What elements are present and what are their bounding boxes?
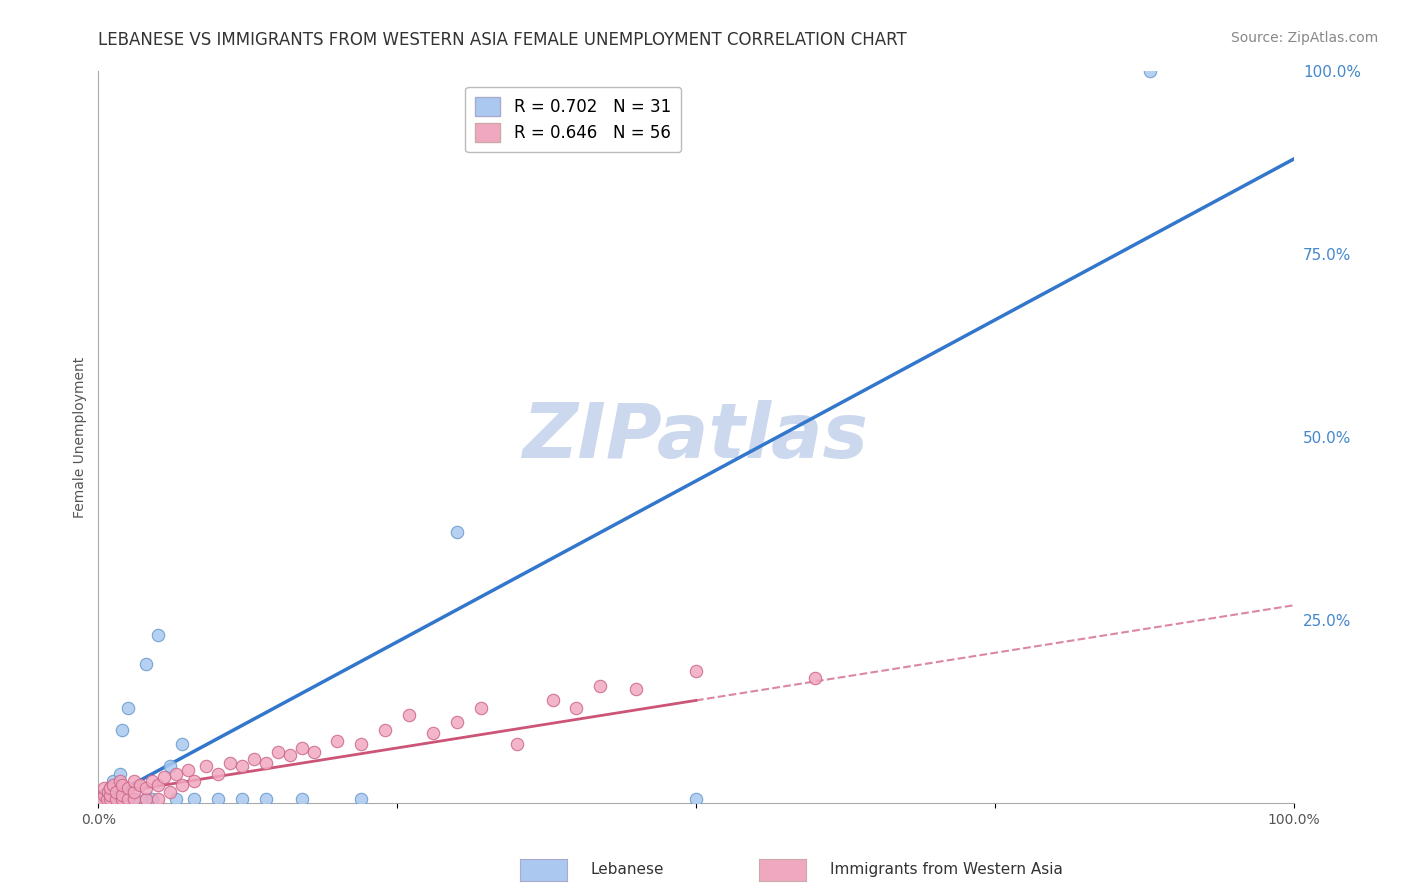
Point — [105, 785, 128, 799]
Point — [254, 756, 277, 770]
Point — [626, 682, 648, 697]
Point — [183, 792, 205, 806]
Point — [141, 792, 163, 806]
Point — [172, 777, 194, 792]
Point — [117, 792, 139, 806]
Point — [97, 789, 120, 803]
Point — [207, 766, 229, 780]
Point — [194, 759, 218, 773]
Point — [446, 715, 468, 730]
Point — [108, 773, 131, 788]
Point — [291, 740, 314, 755]
Point — [98, 781, 122, 796]
Point — [124, 792, 146, 806]
Point — [398, 708, 420, 723]
Point — [350, 792, 373, 806]
Point — [165, 766, 187, 780]
Point — [1139, 64, 1161, 78]
Point — [129, 777, 152, 792]
Point — [97, 785, 120, 799]
Point — [148, 627, 170, 641]
Point — [93, 781, 115, 796]
Y-axis label: Female Unemployment: Female Unemployment — [73, 357, 87, 517]
Point — [219, 756, 242, 770]
Point — [159, 785, 181, 799]
Point — [326, 733, 349, 747]
Point — [135, 792, 157, 806]
Point — [165, 792, 187, 806]
Point — [804, 672, 827, 686]
Point — [302, 745, 325, 759]
Point — [98, 792, 122, 806]
Point — [243, 752, 266, 766]
Text: Immigrants from Western Asia: Immigrants from Western Asia — [830, 863, 1063, 877]
Point — [470, 700, 492, 714]
Point — [141, 773, 163, 788]
Point — [291, 792, 314, 806]
Point — [124, 785, 146, 799]
Point — [111, 792, 134, 806]
Point — [422, 726, 444, 740]
Point — [153, 770, 176, 784]
Point — [135, 657, 157, 671]
Point — [124, 773, 146, 788]
Point — [506, 737, 529, 751]
Point — [93, 789, 115, 803]
Text: Source: ZipAtlas.com: Source: ZipAtlas.com — [1230, 31, 1378, 45]
Point — [111, 792, 134, 806]
Point — [105, 792, 128, 806]
Legend: R = 0.702   N = 31, R = 0.646   N = 56: R = 0.702 N = 31, R = 0.646 N = 56 — [465, 87, 681, 153]
Point — [105, 789, 128, 803]
Point — [231, 792, 253, 806]
Point — [111, 789, 134, 803]
Point — [565, 700, 588, 714]
Point — [278, 748, 301, 763]
Point — [135, 792, 157, 806]
Point — [159, 759, 181, 773]
Point — [117, 792, 139, 806]
Point — [135, 781, 157, 796]
Point — [117, 781, 139, 796]
Point — [98, 792, 122, 806]
Text: ZIPatlas: ZIPatlas — [523, 401, 869, 474]
Text: LEBANESE VS IMMIGRANTS FROM WESTERN ASIA FEMALE UNEMPLOYMENT CORRELATION CHART: LEBANESE VS IMMIGRANTS FROM WESTERN ASIA… — [98, 31, 907, 49]
Point — [207, 792, 229, 806]
Point — [267, 745, 290, 759]
Point — [97, 785, 120, 799]
Point — [685, 664, 707, 678]
Point — [148, 792, 170, 806]
Point — [172, 737, 194, 751]
Point — [350, 737, 373, 751]
Point — [124, 792, 146, 806]
Text: Lebanese: Lebanese — [591, 863, 664, 877]
Point — [96, 792, 118, 806]
Point — [177, 763, 200, 777]
Point — [105, 781, 128, 796]
Point — [91, 792, 114, 806]
Point — [91, 792, 114, 806]
Point — [101, 773, 124, 788]
Point — [101, 777, 124, 792]
Point — [446, 525, 468, 540]
Point — [148, 777, 170, 792]
Point — [98, 789, 122, 803]
Point — [183, 773, 205, 788]
Point — [685, 792, 707, 806]
Point — [589, 679, 612, 693]
Point — [111, 777, 134, 792]
Point — [374, 723, 396, 737]
Point — [117, 700, 139, 714]
Point — [541, 693, 564, 707]
Point — [254, 792, 277, 806]
Point — [111, 723, 134, 737]
Point — [108, 766, 131, 780]
Point — [93, 789, 115, 803]
Point — [98, 781, 122, 796]
Point — [231, 759, 253, 773]
